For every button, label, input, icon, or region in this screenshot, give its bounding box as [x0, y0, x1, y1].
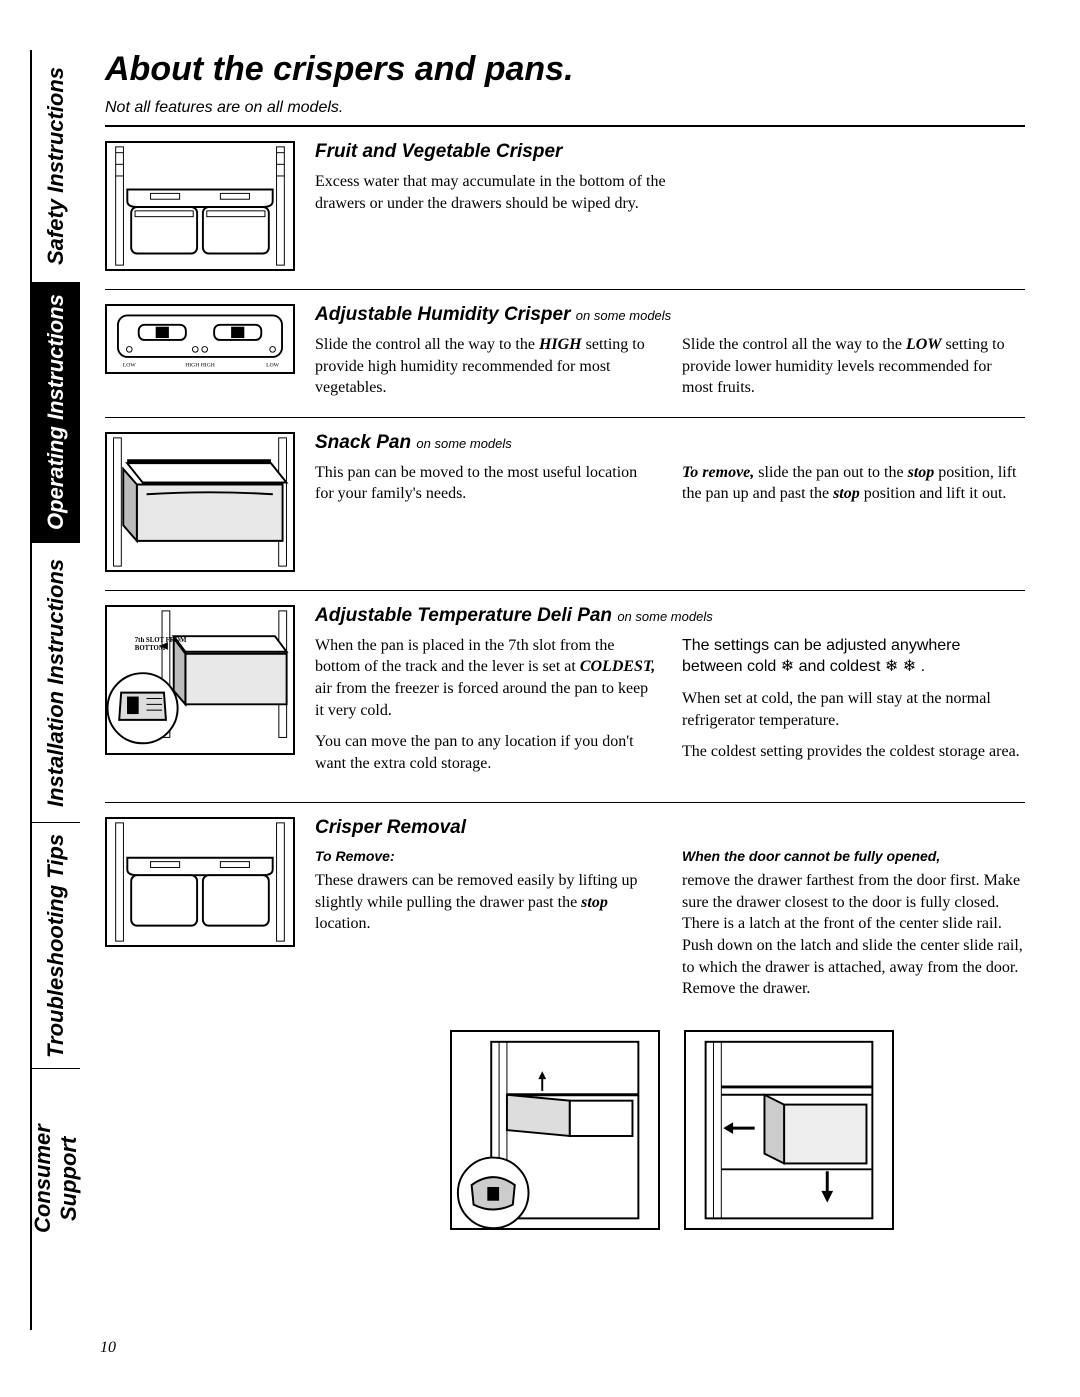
- illustration-crisper-removal: [105, 817, 295, 1009]
- t: slide the pan out to the: [754, 464, 907, 481]
- t: When the pan is placed in the 7th slot f…: [315, 637, 614, 676]
- tab-consumer-support[interactable]: Consumer Support: [32, 1068, 80, 1288]
- page-title: About the crispers and pans.: [105, 50, 1025, 89]
- t: location.: [315, 915, 371, 932]
- qualifier: on some models: [576, 308, 671, 323]
- heading-text: Adjustable Temperature Deli Pan: [315, 605, 612, 626]
- humidity-right: Slide the control all the way to the LOW…: [682, 334, 1025, 399]
- illustration-removal-2: [684, 1030, 894, 1230]
- t: The coldest setting provides the coldest…: [682, 741, 1025, 763]
- tab-troubleshooting[interactable]: Troubleshooting Tips: [32, 822, 80, 1068]
- snack-left: This pan can be moved to the most useful…: [315, 462, 658, 505]
- t: Slide the control all the way to the: [682, 336, 906, 353]
- t: The settings can be adjusted anywhere be…: [682, 635, 1025, 678]
- t-bold: HIGH: [539, 336, 582, 353]
- divider: [105, 590, 1025, 591]
- subhead-to-remove: To Remove:: [315, 847, 658, 866]
- section-crisper-removal: Crisper Removal To Remove: These drawers…: [105, 817, 1025, 1009]
- removal-left: To Remove: These drawers can be removed …: [315, 847, 658, 1009]
- heading-snack-pan: Snack Pan on some models: [315, 432, 1025, 454]
- t: Slide the control all the way to the: [315, 336, 539, 353]
- t: To remove,: [682, 464, 754, 481]
- bottom-illustrations: [105, 1030, 1025, 1230]
- qualifier: on some models: [416, 436, 511, 451]
- tab-operating[interactable]: Operating Instructions: [32, 282, 80, 542]
- illustration-deli-pan: 7th SLOT FROM BOTTOM: [105, 605, 295, 785]
- divider: [105, 289, 1025, 290]
- t: stop: [581, 894, 608, 911]
- section-humidity-crisper: LOW HIGH HIGH LOW Adjustable Humidity Cr…: [105, 304, 1025, 399]
- heading-text: Snack Pan: [315, 432, 411, 453]
- t: COLDEST,: [580, 658, 655, 675]
- divider: [105, 125, 1025, 127]
- svg-text:LOW: LOW: [266, 362, 280, 368]
- illustration-crisper: [105, 141, 295, 271]
- removal-right: When the door cannot be fully opened, re…: [682, 847, 1025, 1009]
- divider: [105, 417, 1025, 418]
- heading-humidity: Adjustable Humidity Crisper on some mode…: [315, 304, 1025, 326]
- illustration-removal-1: [450, 1030, 660, 1230]
- heading-crisper-removal: Crisper Removal: [315, 817, 1025, 839]
- subhead-door-closed: When the door cannot be fully opened,: [682, 847, 1025, 866]
- sidebar-nav: Safety Instructions Operating Instructio…: [30, 50, 80, 1330]
- section-deli-pan: 7th SLOT FROM BOTTOM Adjustable Temperat…: [105, 605, 1025, 785]
- section-snack-pan: Snack Pan on some models This pan can be…: [105, 432, 1025, 572]
- t: stop: [833, 485, 860, 502]
- qualifier: on some models: [617, 609, 712, 624]
- divider: [105, 802, 1025, 803]
- deli-right: The settings can be adjusted anywhere be…: [682, 635, 1025, 785]
- section-fruit-veg-crisper: Fruit and Vegetable Crisper Excess water…: [105, 141, 1025, 271]
- t: remove the drawer farthest from the door…: [682, 870, 1025, 1000]
- text-crisper-body: Excess water that may accumulate in the …: [315, 171, 695, 214]
- svg-text:LOW: LOW: [123, 362, 137, 368]
- t: air from the freezer is forced around th…: [315, 680, 648, 719]
- svg-text:HIGH HIGH: HIGH HIGH: [185, 362, 215, 368]
- t: You can move the pan to any location if …: [315, 731, 658, 774]
- tab-installation[interactable]: Installation Instructions: [32, 542, 80, 822]
- page-subtitle: Not all features are on all models.: [105, 99, 1025, 117]
- t: stop: [908, 464, 935, 481]
- snack-right: To remove, slide the pan out to the stop…: [682, 462, 1025, 505]
- heading-text: Adjustable Humidity Crisper: [315, 304, 571, 325]
- tab-safety[interactable]: Safety Instructions: [32, 50, 80, 282]
- t-bold: LOW: [906, 336, 942, 353]
- svg-text:7th SLOT FROM: 7th SLOT FROM: [135, 637, 187, 644]
- heading-fruit-veg: Fruit and Vegetable Crisper: [315, 141, 1025, 163]
- t: When set at cold, the pan will stay at t…: [682, 688, 1025, 731]
- t: position and lift it out.: [860, 485, 1007, 502]
- main-content: About the crispers and pans. Not all fea…: [105, 50, 1025, 1230]
- deli-left: When the pan is placed in the 7th slot f…: [315, 635, 658, 785]
- humidity-left: Slide the control all the way to the HIG…: [315, 334, 658, 399]
- page-number: 10: [100, 1339, 116, 1357]
- heading-deli-pan: Adjustable Temperature Deli Pan on some …: [315, 605, 1025, 627]
- illustration-humidity-control: LOW HIGH HIGH LOW: [105, 304, 295, 399]
- illustration-snack-pan: [105, 432, 295, 572]
